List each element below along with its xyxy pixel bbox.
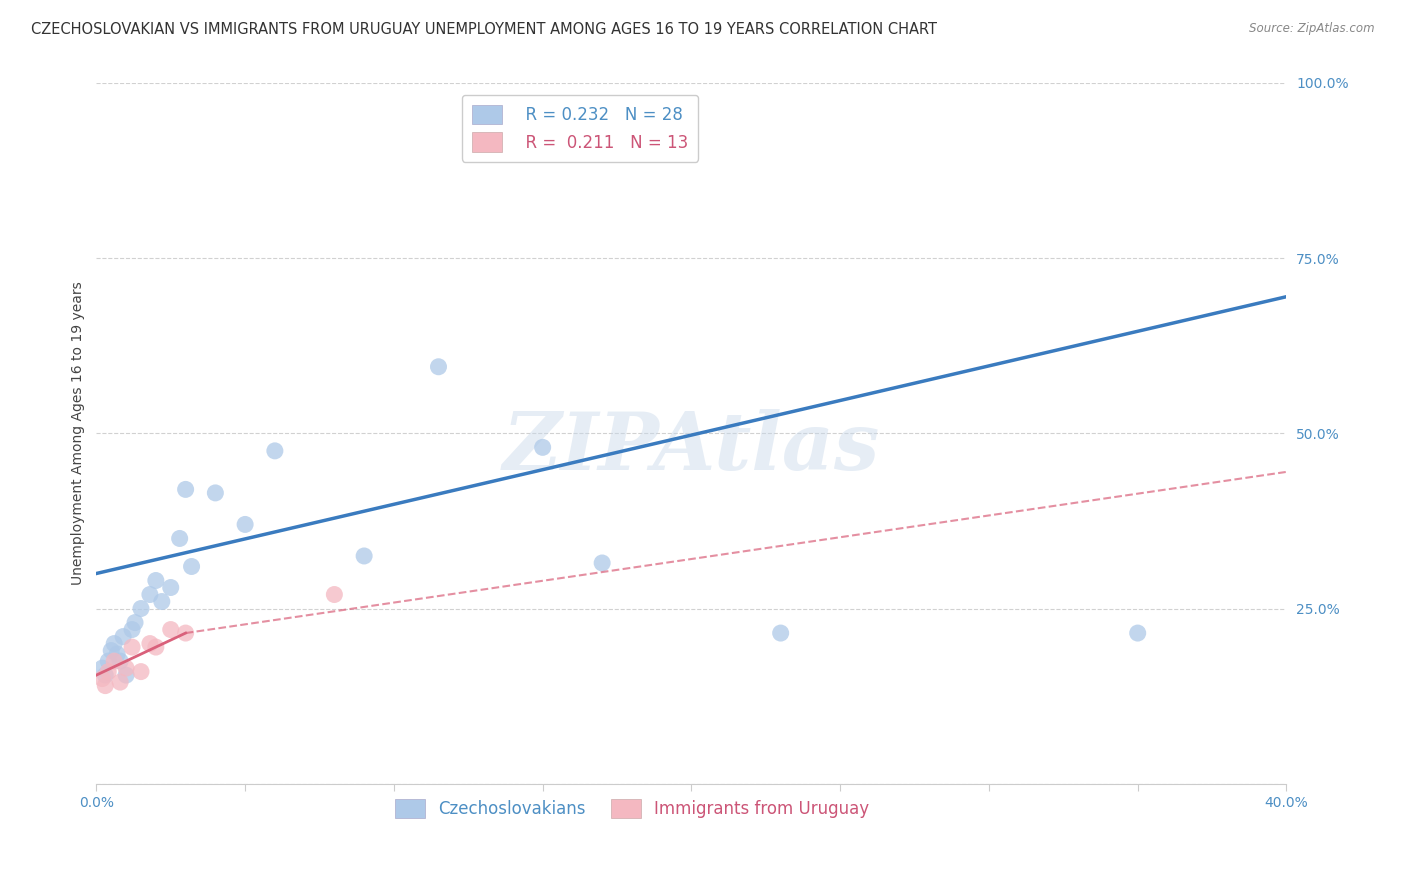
Point	[591, 556, 613, 570]
Point	[115, 668, 138, 682]
Point	[180, 559, 202, 574]
Text: ZIPAtlas: ZIPAtlas	[503, 409, 880, 486]
Point	[204, 486, 226, 500]
Y-axis label: Unemployment Among Ages 16 to 19 years: Unemployment Among Ages 16 to 19 years	[72, 282, 86, 585]
Text: CZECHOSLOVAKIAN VS IMMIGRANTS FROM URUGUAY UNEMPLOYMENT AMONG AGES 16 TO 19 YEAR: CZECHOSLOVAKIAN VS IMMIGRANTS FROM URUGU…	[31, 22, 936, 37]
Point	[121, 623, 143, 637]
Point	[145, 640, 167, 654]
Point	[108, 654, 131, 668]
Point	[121, 640, 143, 654]
Point	[103, 636, 125, 650]
Point	[769, 626, 792, 640]
Point	[115, 661, 138, 675]
Point	[108, 675, 131, 690]
Point	[139, 588, 162, 602]
Point	[103, 654, 125, 668]
Point	[112, 630, 135, 644]
Point	[427, 359, 450, 374]
Point	[129, 665, 152, 679]
Point	[91, 672, 114, 686]
Point	[97, 654, 120, 668]
Point	[94, 668, 117, 682]
Point	[1126, 626, 1149, 640]
Point	[105, 647, 128, 661]
Point	[100, 643, 122, 657]
Point	[129, 601, 152, 615]
Point	[174, 626, 197, 640]
Point	[145, 574, 167, 588]
Point	[139, 636, 162, 650]
Point	[323, 588, 346, 602]
Text: Source: ZipAtlas.com: Source: ZipAtlas.com	[1250, 22, 1375, 36]
Legend: Czechoslovakians, Immigrants from Uruguay: Czechoslovakians, Immigrants from Urugua…	[388, 792, 876, 824]
Point	[124, 615, 146, 630]
Point	[97, 665, 120, 679]
Point	[91, 661, 114, 675]
Point	[159, 623, 181, 637]
Point	[150, 594, 173, 608]
Point	[94, 679, 117, 693]
Point	[263, 443, 285, 458]
Point	[531, 441, 554, 455]
Point	[233, 517, 256, 532]
Point	[174, 483, 197, 497]
Point	[353, 549, 375, 563]
Point	[169, 532, 191, 546]
Point	[159, 581, 181, 595]
